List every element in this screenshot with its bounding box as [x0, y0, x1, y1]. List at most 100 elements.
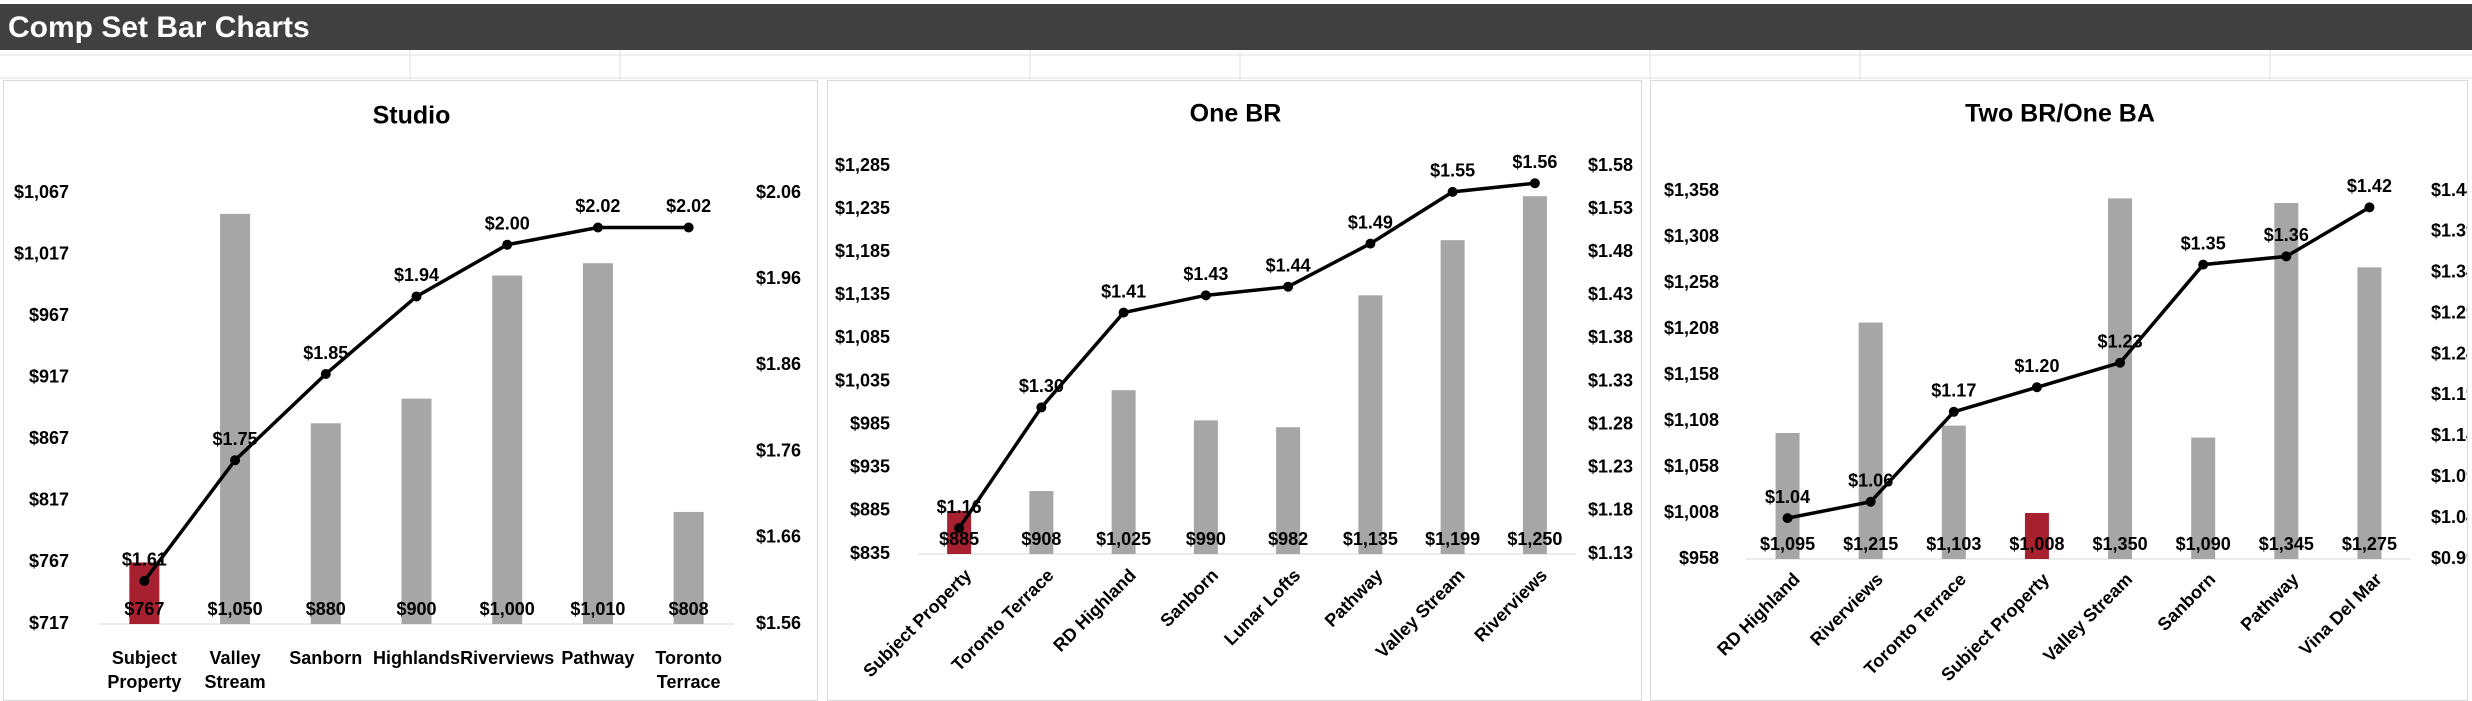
- line-data-label: $1.23: [2098, 331, 2143, 351]
- line-point: [2364, 202, 2375, 213]
- bar: [2357, 267, 2382, 559]
- left-axis-tick-label: $958: [1679, 548, 1719, 568]
- category-label: Terrace: [657, 672, 721, 692]
- right-axis-tick-label: $1.29: [2431, 302, 2468, 322]
- left-axis-tick-label: $717: [29, 613, 69, 633]
- line-data-label: $1.44: [1266, 255, 1311, 275]
- section-header: Comp Set Bar Charts: [0, 4, 2472, 50]
- bar-data-label: $1,095: [1760, 534, 1815, 554]
- bar: [492, 275, 523, 624]
- category-label: Pathway: [561, 648, 634, 668]
- category-label: Sanborn: [289, 648, 362, 668]
- right-axis-tick-label: $0.99: [2431, 548, 2468, 568]
- bar-data-label: $908: [1021, 529, 1061, 549]
- line-data-label: $1.42: [2347, 176, 2392, 196]
- category-label: Subject: [112, 648, 177, 668]
- category-label: Sanborn: [1156, 565, 1222, 631]
- bar-data-label: $1,250: [1507, 529, 1562, 549]
- category-label: Toronto: [655, 648, 722, 668]
- right-axis-tick-label: $1.96: [756, 268, 801, 288]
- bar: [1858, 322, 1883, 559]
- left-axis-tick-label: $1,235: [835, 198, 890, 218]
- category-label: Vina Del Mar: [2295, 569, 2385, 659]
- category-label: Riverviews: [1806, 569, 1887, 650]
- right-axis-tick-label: $1.38: [1588, 327, 1633, 347]
- category-label: Valley Stream: [1372, 565, 1469, 662]
- left-axis-tick-label: $835: [850, 543, 890, 563]
- line-data-label: $1.61: [122, 550, 167, 570]
- bar: [1111, 390, 1136, 554]
- line-point: [2115, 357, 2126, 368]
- line-point: [683, 222, 694, 233]
- line-data-label: $1.75: [213, 429, 258, 449]
- right-axis-tick-label: $1.58: [1588, 155, 1633, 175]
- line-point: [411, 291, 422, 302]
- line-point: [1036, 402, 1047, 413]
- left-axis-tick-label: $1,258: [1664, 272, 1719, 292]
- bar-data-label: $1,135: [1343, 529, 1398, 549]
- bar: [2108, 198, 2133, 560]
- left-axis-tick-label: $935: [850, 457, 890, 477]
- category-label: Lunar Lofts: [1220, 565, 1304, 649]
- left-axis-tick-label: $1,308: [1664, 226, 1719, 246]
- left-axis-tick-label: $985: [850, 413, 890, 433]
- right-axis-tick-label: $2.06: [756, 182, 801, 202]
- line-data-label: $1.55: [1430, 161, 1475, 181]
- right-axis-tick-label: $1.28: [1588, 413, 1633, 433]
- right-axis-tick-label: $1.13: [1588, 543, 1633, 563]
- bar: [1029, 491, 1054, 554]
- line-point: [954, 523, 965, 534]
- left-axis-tick-label: $885: [850, 500, 890, 520]
- line-point: [1948, 406, 1959, 417]
- line-point: [1447, 186, 1458, 197]
- right-axis-tick-label: $1.53: [1588, 198, 1633, 218]
- right-axis-tick-label: $1.24: [2431, 343, 2468, 363]
- line-point: [592, 222, 603, 233]
- line-data-label: $1.20: [2014, 356, 2059, 376]
- right-axis-tick-label: $1.66: [756, 527, 801, 547]
- line-data-label: $1.06: [1848, 471, 1893, 491]
- line-point: [139, 575, 150, 586]
- right-axis-tick-label: $1.43: [1588, 284, 1633, 304]
- left-axis-tick-label: $1,285: [835, 155, 890, 175]
- left-axis-tick-label: $967: [29, 305, 69, 325]
- line-data-label: $1.17: [1931, 381, 1976, 401]
- bar: [2024, 513, 2049, 559]
- bar-data-label: $982: [1268, 529, 1308, 549]
- bar-data-label: $1,345: [2259, 534, 2314, 554]
- right-axis-tick-label: $1.44: [2431, 180, 2468, 200]
- category-label: Pathway: [2237, 569, 2303, 635]
- line-data-label: $1.94: [394, 265, 439, 285]
- left-axis-tick-label: $1,058: [1664, 456, 1719, 476]
- right-axis-tick-label: $1.18: [1588, 500, 1633, 520]
- left-axis-tick-label: $1,108: [1664, 410, 1719, 430]
- line-point: [1782, 513, 1793, 524]
- left-axis-tick-label: $1,085: [835, 327, 890, 347]
- bar: [401, 398, 432, 624]
- line-point: [502, 239, 513, 250]
- line-data-label: $1.85: [303, 343, 348, 363]
- category-label: RD Highland: [1049, 565, 1140, 656]
- bar: [1522, 196, 1547, 554]
- right-axis-tick-label: $1.04: [2431, 507, 2468, 527]
- line-point: [2031, 382, 2042, 393]
- bar: [310, 423, 341, 624]
- bar-data-label: $1,010: [570, 599, 625, 619]
- line-data-label: $1.41: [1101, 281, 1146, 301]
- bar-data-label: $767: [124, 599, 164, 619]
- category-label: Riverviews: [460, 648, 554, 668]
- right-axis-tick-label: $1.76: [756, 440, 801, 460]
- line-data-label: $1.36: [2264, 225, 2309, 245]
- line-data-label: $2.02: [666, 196, 711, 216]
- bar-data-label: $1,025: [1096, 529, 1151, 549]
- category-label: Property: [107, 672, 181, 692]
- right-axis-tick-label: $1.48: [1588, 241, 1633, 261]
- line-point: [1365, 238, 1376, 249]
- bar: [1440, 240, 1465, 554]
- bar: [129, 562, 160, 624]
- line-series: [1787, 205, 2371, 520]
- bar-data-label: $900: [396, 599, 436, 619]
- chart-title: One BR: [1190, 100, 1282, 128]
- bar: [2191, 437, 2216, 559]
- left-axis-tick-label: $1,185: [835, 241, 890, 261]
